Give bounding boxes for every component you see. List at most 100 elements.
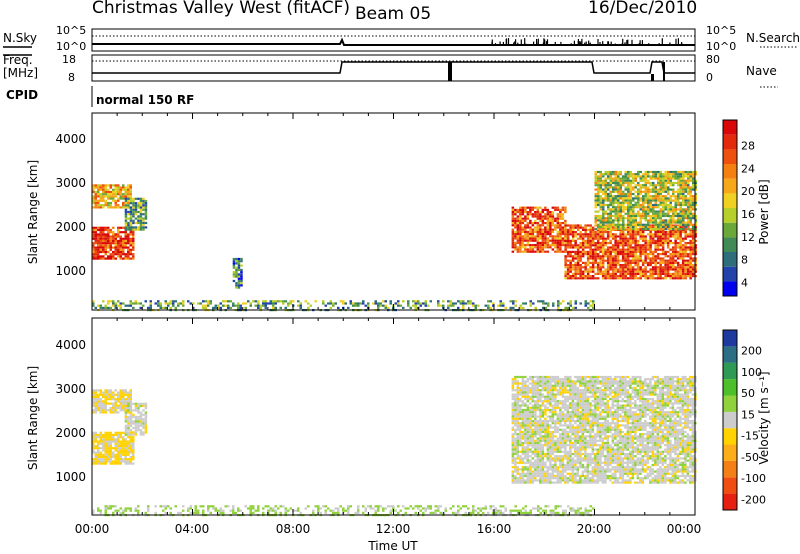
cell-5 [649,235,652,238]
cell-5 [636,272,640,275]
cell-6 [612,177,615,180]
cell-7 [264,300,267,303]
cell-7 [367,302,370,305]
cell-6 [632,177,635,180]
cell-0 [129,447,132,450]
cell-5 [641,275,645,278]
cell-4 [556,237,560,240]
cell-5 [639,266,642,269]
cell-6 [622,177,625,180]
cell-4 [541,248,545,251]
cell-1 [129,400,132,403]
cell-1 [129,395,132,399]
cell-2 [134,426,138,430]
cell-6 [619,208,622,211]
cell-4 [541,215,545,218]
cell-5 [621,239,625,242]
cell-5 [629,246,632,249]
cell-0 [99,460,102,463]
cell-1 [102,206,105,209]
cell-4 [549,217,552,220]
cell-3 [529,479,532,482]
cell-4 [541,224,545,227]
cell-5 [639,255,642,258]
cell-1 [99,411,102,414]
cell-3 [536,472,540,475]
cell-3 [571,463,575,467]
cell-7 [322,300,325,303]
cell-5 [619,233,622,236]
cell-1 [127,199,130,202]
cell-5 [566,275,570,278]
cell-3 [235,284,238,287]
cell-3 [514,466,517,469]
cell-1 [104,184,107,187]
cell-6 [637,199,640,202]
cell-3 [511,437,515,440]
cell-3 [519,386,522,390]
cell-7 [474,304,477,307]
cell-0 [104,436,107,439]
cell-6 [619,210,622,213]
cell-6 [632,223,635,226]
cell-5 [659,244,662,247]
cell-7 [489,306,492,309]
power-ylabel: Slant Range [km] [26,160,40,264]
cell-5 [684,246,687,249]
cell-3 [546,444,550,447]
cell-5 [679,233,682,236]
cell-7 [177,302,180,305]
cell-4 [559,222,562,225]
cell-1 [94,398,97,401]
cell-5 [671,268,675,271]
cell-0 [112,231,115,234]
cell-3 [237,284,241,287]
cell-4 [534,230,537,233]
cell-5 [664,255,667,258]
cell-6 [617,175,620,178]
cell-5 [616,259,620,262]
cell-3 [516,397,520,401]
cell-3 [531,393,535,396]
cell-5 [654,248,657,251]
cell-2 [139,413,143,416]
cell-6 [667,219,670,222]
cell-2 [132,402,135,405]
cell-6 [682,177,685,180]
cell-5 [581,226,585,229]
cell-4 [519,217,522,220]
cell-2 [142,424,145,427]
velocity-panel [91,317,697,517]
cell-6 [659,228,662,231]
cell-0 [112,242,115,245]
cell-5 [616,253,620,256]
cell-7 [424,302,427,305]
cell-3 [551,474,555,478]
cell-4 [544,228,547,231]
cell-6 [637,173,640,176]
cell-5 [689,235,692,238]
cell-5 [571,228,575,231]
cell-4 [559,215,562,218]
cell-3 [541,479,545,482]
cell-6 [642,223,645,226]
cell-7 [552,304,555,307]
cell-5 [661,268,665,271]
cell-0 [94,242,97,245]
cell-1 [99,402,102,405]
cell-3 [526,452,530,456]
cell-6 [634,219,637,222]
cell-3 [531,408,535,412]
cell-3 [569,395,572,398]
cell-7 [137,302,140,305]
cell-5 [644,250,647,253]
cell-6 [649,221,652,224]
cell-3 [516,472,520,475]
cell-5 [689,275,692,278]
cell-3 [549,468,552,471]
cell-2 [124,409,128,412]
cell-3 [559,450,562,453]
cell-5 [641,237,645,240]
cell-3 [529,448,532,451]
cell-4 [516,230,520,233]
